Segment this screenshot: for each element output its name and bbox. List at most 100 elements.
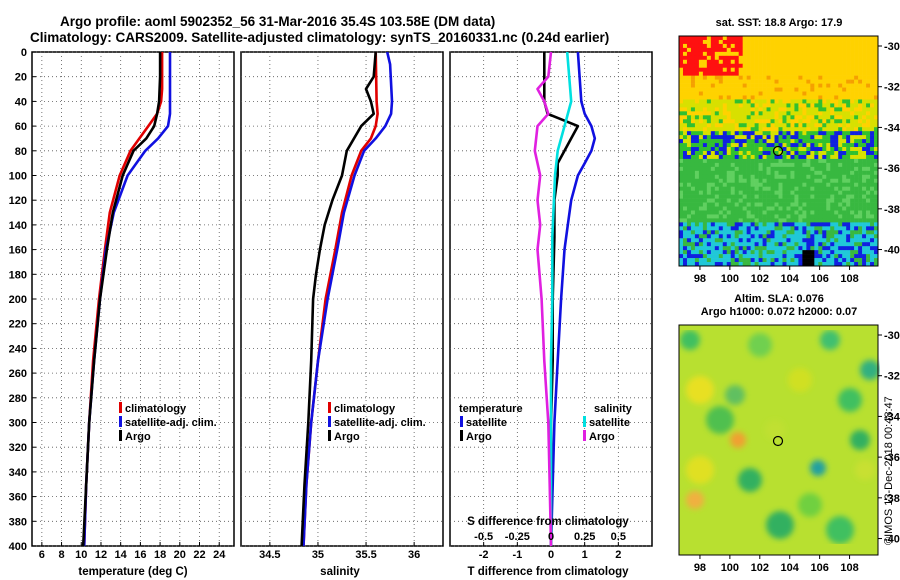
sst-map-cell <box>786 55 791 61</box>
sst-map-cell <box>774 242 779 247</box>
sst-map-cell <box>734 258 739 263</box>
sst-map-cell <box>734 47 739 53</box>
sst-map-cell <box>706 170 712 176</box>
sst-map-cell <box>750 135 755 140</box>
depth-tick-label: 140 <box>9 220 27 232</box>
sst-map-cell <box>766 143 771 148</box>
sst-map-cell <box>730 107 736 112</box>
sst-map-cell <box>762 36 767 41</box>
sst-map-cell <box>718 262 724 267</box>
sst-map-cell <box>846 222 851 227</box>
sst-map-cell <box>726 91 732 96</box>
sst-map-cell <box>734 43 739 49</box>
sst-map-cell <box>846 186 851 191</box>
sst-map-cell <box>830 182 835 187</box>
sst-map-cell <box>838 162 843 168</box>
sst-map-cell <box>742 63 747 69</box>
sst-map-cell <box>706 83 712 88</box>
sst-map-cell <box>838 154 843 160</box>
sst-map-cell <box>806 47 811 53</box>
sst-map-cell <box>718 194 724 199</box>
sst-map-cell <box>722 226 728 231</box>
sst-map-cell <box>706 63 712 69</box>
sst-map-cell <box>834 218 839 223</box>
sst-map-cell <box>722 182 728 187</box>
sst-map-cell <box>854 158 859 164</box>
sst-map-cell <box>850 162 855 168</box>
sst-map-cell <box>826 254 831 259</box>
sst-map-cell <box>730 234 736 239</box>
sst-map-cell <box>866 258 871 263</box>
sst-map-cell <box>822 190 827 195</box>
series-line-argo <box>81 52 162 546</box>
sst-map-cell <box>742 254 747 259</box>
sst-map-cell <box>738 115 743 120</box>
sst-map-cell <box>758 63 763 69</box>
sst-map-cell <box>722 218 728 223</box>
sst-map-cell <box>750 59 755 65</box>
sst-map-cell <box>726 151 732 156</box>
sst-map-cell <box>814 158 819 164</box>
sst-map-cell <box>846 254 851 259</box>
sst-map-cell <box>786 182 791 187</box>
sst-map-cell <box>770 202 775 207</box>
sst-map-cell <box>786 158 791 164</box>
sst-map-cell <box>862 230 867 235</box>
sst-map-cell <box>854 111 859 116</box>
sst-map-cell <box>862 226 867 231</box>
sst-map-cell <box>679 190 684 195</box>
sst-map-cell <box>830 71 835 76</box>
sst-map-cell <box>830 63 835 69</box>
sst-map-cell <box>862 186 867 191</box>
sst-map-cell <box>854 250 859 255</box>
sst-map-cell <box>814 99 819 104</box>
sst-map-cell <box>810 246 815 251</box>
sst-map-cell <box>762 234 767 239</box>
sst-map-cell <box>818 190 823 195</box>
sst-map-cell <box>754 186 759 191</box>
sst-map-cell <box>790 262 795 267</box>
sst-map-cell <box>818 127 823 132</box>
sst-map-cell <box>702 36 708 41</box>
sst-map-cell <box>858 158 863 164</box>
sst-map-cell <box>706 103 712 108</box>
sst-map-cell <box>786 222 791 227</box>
sst-map-cell <box>738 222 743 227</box>
sst-map-cell <box>702 139 708 144</box>
sst-map-cell <box>754 91 759 96</box>
sst-map-cell <box>746 250 751 255</box>
sst-map-cell <box>778 43 783 49</box>
sst-map-cell <box>826 127 831 132</box>
sst-map-cell <box>798 178 803 184</box>
sst-map-cell <box>734 246 739 251</box>
sst-map-cell <box>874 190 879 195</box>
sst-map-cell <box>738 174 743 180</box>
sst-map-cell <box>870 139 875 144</box>
sst-map-cell <box>694 246 700 251</box>
sst-map-cell <box>842 190 847 195</box>
sst-map-cell <box>774 246 779 251</box>
sst-map-cell <box>854 79 859 84</box>
sst-map-cell <box>762 162 767 168</box>
sst-map-cell <box>782 55 787 61</box>
sst-map-cell <box>694 39 700 45</box>
sst-map-cell <box>766 190 771 195</box>
sst-map-cell <box>702 198 708 203</box>
sst-map-cell <box>706 230 712 235</box>
sst-map-cell <box>818 43 823 49</box>
sst-map-cell <box>850 242 855 247</box>
sst-map-cell <box>726 111 732 116</box>
figure-title-2: Climatology: CARS2009. Satellite-adjuste… <box>30 30 609 45</box>
sst-map-cell <box>726 139 732 144</box>
sst-map-cell <box>862 115 867 120</box>
x-tick-label: 16 <box>134 549 146 561</box>
sst-map-cell <box>746 95 751 100</box>
sst-map-cell <box>682 178 688 184</box>
sst-map-cell <box>766 246 771 251</box>
sst-map-cell <box>710 111 716 116</box>
sst-map-cell <box>782 250 787 255</box>
sst-map-cell <box>866 246 871 251</box>
sst-map-cell <box>730 170 736 176</box>
sst-map-cell <box>810 147 815 152</box>
sst-map-cell <box>734 222 739 227</box>
